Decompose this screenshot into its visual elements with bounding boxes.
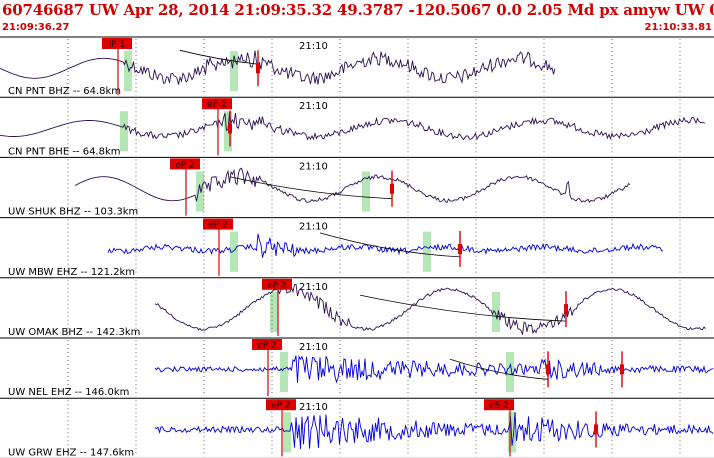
phase-pick-label[interactable]: eP 2 xyxy=(208,221,228,231)
time-tick-label: 21:10 xyxy=(299,342,328,353)
trace-row[interactable]: eP 2 21:10 UW SHUK BHZ -- 103.3km xyxy=(0,158,714,219)
trace-row[interactable]: eP 1 21:10 CN PNT BHE -- 64.8km xyxy=(0,98,714,158)
amplitude-tick-box xyxy=(594,424,598,435)
amplitude-tick-box xyxy=(458,243,462,254)
time-tick-label: 21:10 xyxy=(299,402,328,413)
time-tick-label: 21:10 xyxy=(299,161,328,172)
time-tick-label: 21:10 xyxy=(299,101,328,112)
amplitude-tick-box xyxy=(620,364,624,375)
station-label: UW MBW EHZ -- 121.2km xyxy=(8,267,135,278)
event-header-title: 60746687 UW Apr 28, 2014 21:09:35.32 49.… xyxy=(2,1,714,19)
amplitude-tick-box xyxy=(564,304,568,315)
waveform xyxy=(0,50,556,85)
time-tick-label: 21:10 xyxy=(299,222,328,233)
time-tick-label: 21:10 xyxy=(299,282,328,293)
travel-time-curve xyxy=(449,358,549,380)
station-label: CN PNT BHE -- 64.8km xyxy=(8,146,121,157)
trace-row[interactable]: eP 2 21:10 UW OMAK BHZ -- 142.3km xyxy=(0,278,714,339)
phase-window-marker xyxy=(508,412,516,453)
phase-window-marker xyxy=(196,171,204,212)
waveform xyxy=(154,283,706,335)
phase-pick-box[interactable] xyxy=(484,399,514,411)
amplitude-tick-box xyxy=(546,364,550,375)
travel-time-curve xyxy=(359,294,567,322)
phase-pick-box[interactable] xyxy=(262,278,292,290)
phase-pick-box[interactable] xyxy=(266,399,296,411)
station-label: UW NEL EHZ -- 146.0km xyxy=(8,387,129,398)
waveform xyxy=(74,167,631,203)
trace-row[interactable]: eP 2 21:10 UW NEL EHZ -- 146.0km xyxy=(0,339,714,399)
phase-window-marker xyxy=(230,231,238,272)
trace-row[interactable]: eP 2 eS 2 21:10 UW GRW EHZ -- 147.6km xyxy=(0,399,714,458)
phase-pick-label[interactable]: eP 2 xyxy=(267,281,287,291)
phase-pick-label[interactable]: eP 2 xyxy=(271,401,291,411)
phase-pick-label[interactable]: iP 1 xyxy=(109,40,126,50)
phase-pick-label[interactable]: eP 2 xyxy=(175,160,195,170)
trace-row[interactable]: iP 1 21:10 CN PNT BHZ -- 64.8km xyxy=(0,38,714,98)
station-label: UW SHUK BHZ -- 103.3km xyxy=(8,207,138,218)
phase-pick-label[interactable]: eP 1 xyxy=(207,100,227,110)
phase-window-marker xyxy=(362,171,370,212)
amplitude-tick-box xyxy=(228,123,232,134)
station-label: UW GRW EHZ -- 147.6km xyxy=(8,447,134,458)
phase-window-marker xyxy=(492,291,500,332)
window-end-time: 21:10:33.81 xyxy=(644,22,712,33)
window-start-time: 21:09:36.27 xyxy=(2,22,70,33)
phase-pick-box[interactable] xyxy=(252,339,282,350)
phase-window-marker xyxy=(120,111,128,152)
phase-pick-label[interactable]: eS 2 xyxy=(489,401,509,411)
travel-time-curve xyxy=(179,49,261,65)
waveform xyxy=(154,355,714,384)
phase-window-marker xyxy=(283,412,291,453)
phase-pick-box[interactable] xyxy=(202,98,232,110)
phase-window-marker xyxy=(230,51,238,92)
travel-time-curve xyxy=(319,232,461,258)
phase-pick-box[interactable] xyxy=(102,38,132,49)
station-label: UW OMAK BHZ -- 142.3km xyxy=(8,327,140,338)
phase-window-marker xyxy=(423,231,431,272)
travel-time-curve xyxy=(229,176,393,200)
phase-pick-box[interactable] xyxy=(170,158,200,170)
amplitude-tick-box xyxy=(390,183,394,194)
waveform xyxy=(0,112,706,141)
waveform xyxy=(154,412,714,450)
amplitude-tick-box xyxy=(256,63,260,74)
phase-window-marker xyxy=(280,352,288,393)
phase-window-marker xyxy=(124,51,132,92)
station-label: CN PNT BHZ -- 64.8km xyxy=(8,86,121,97)
waveform xyxy=(107,233,664,258)
phase-pick-label[interactable]: eP 2 xyxy=(257,341,277,351)
phase-pick-box[interactable] xyxy=(203,218,233,230)
phase-window-marker xyxy=(270,291,278,332)
time-tick-label: 21:10 xyxy=(299,41,328,52)
phase-window-marker xyxy=(506,352,514,393)
trace-row[interactable]: eP 2 21:10 UW MBW EHZ -- 121.2km xyxy=(0,218,714,279)
